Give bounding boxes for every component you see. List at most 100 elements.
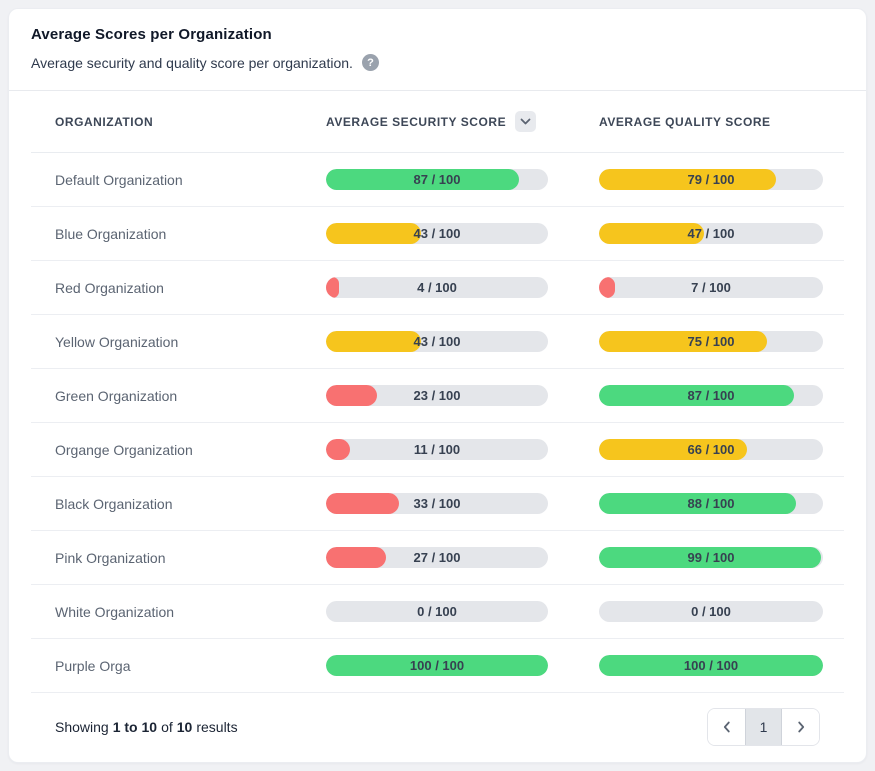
summary-suffix: results: [196, 719, 237, 735]
score-bar-label: 43 / 100: [326, 331, 548, 352]
security-score-cell: 4 / 100: [326, 277, 599, 298]
table-row: White Organization 0 / 100 0 / 100: [31, 585, 844, 639]
quality-score-bar: 7 / 100: [599, 277, 823, 298]
page-title: Average Scores per Organization: [31, 26, 844, 43]
table-header-row: Organization Average Security Score Aver…: [31, 91, 844, 153]
score-bar-label: 75 / 100: [599, 331, 823, 352]
organization-name: Default Organization: [31, 172, 326, 188]
score-bar-label: 87 / 100: [326, 169, 548, 190]
help-icon[interactable]: ?: [362, 54, 379, 71]
organization-name: Yellow Organization: [31, 334, 326, 350]
security-score-bar: 33 / 100: [326, 493, 548, 514]
quality-score-bar: 87 / 100: [599, 385, 823, 406]
score-bar-label: 7 / 100: [599, 277, 823, 298]
summary-total: 10: [177, 719, 193, 735]
quality-score-cell: 0 / 100: [599, 601, 844, 622]
average-scores-card: Average Scores per Organization Average …: [8, 8, 867, 763]
organization-name: Pink Organization: [31, 550, 326, 566]
chevron-down-icon: [520, 118, 531, 125]
quality-score-bar: 79 / 100: [599, 169, 823, 190]
security-score-bar: 0 / 100: [326, 601, 548, 622]
security-score-bar: 43 / 100: [326, 331, 548, 352]
quality-score-cell: 87 / 100: [599, 385, 844, 406]
security-score-bar: 27 / 100: [326, 547, 548, 568]
quality-score-cell: 75 / 100: [599, 331, 844, 352]
column-header-security-label: Average Security Score: [326, 115, 506, 129]
security-score-cell: 23 / 100: [326, 385, 599, 406]
security-score-bar: 11 / 100: [326, 439, 548, 460]
scores-table: Organization Average Security Score Aver…: [31, 91, 844, 762]
quality-score-cell: 88 / 100: [599, 493, 844, 514]
table-row: Pink Organization 27 / 100 99 / 100: [31, 531, 844, 585]
quality-score-bar: 75 / 100: [599, 331, 823, 352]
summary-of: of: [161, 719, 173, 735]
score-bar-label: 66 / 100: [599, 439, 823, 460]
score-bar-label: 79 / 100: [599, 169, 823, 190]
chevron-right-icon: [797, 721, 805, 733]
score-bar-label: 47 / 100: [599, 223, 823, 244]
score-bar-label: 99 / 100: [599, 547, 823, 568]
score-bar-label: 23 / 100: [326, 385, 548, 406]
security-score-cell: 43 / 100: [326, 331, 599, 352]
quality-score-bar: 99 / 100: [599, 547, 823, 568]
security-score-cell: 100 / 100: [326, 655, 599, 676]
summary-prefix: Showing: [55, 719, 109, 735]
organization-name: Blue Organization: [31, 226, 326, 242]
quality-score-cell: 7 / 100: [599, 277, 844, 298]
security-score-bar: 43 / 100: [326, 223, 548, 244]
score-bar-label: 0 / 100: [326, 601, 548, 622]
results-summary: Showing 1 to 10 of 10 results: [55, 719, 238, 735]
table-body: Default Organization 87 / 100 79 / 100 B…: [31, 153, 844, 693]
quality-score-bar: 100 / 100: [599, 655, 823, 676]
card-header: Average Scores per Organization Average …: [9, 9, 866, 91]
quality-score-bar: 47 / 100: [599, 223, 823, 244]
summary-range: 1 to 10: [113, 719, 157, 735]
security-score-cell: 27 / 100: [326, 547, 599, 568]
quality-score-bar: 66 / 100: [599, 439, 823, 460]
table-row: Default Organization 87 / 100 79 / 100: [31, 153, 844, 207]
table-row: Green Organization 23 / 100 87 / 100: [31, 369, 844, 423]
score-bar-label: 4 / 100: [326, 277, 548, 298]
sort-chevron-button[interactable]: [515, 111, 536, 132]
organization-name: Red Organization: [31, 280, 326, 296]
security-score-cell: 33 / 100: [326, 493, 599, 514]
quality-score-bar: 88 / 100: [599, 493, 823, 514]
next-page-button[interactable]: [782, 709, 819, 745]
table-row: Organge Organization 11 / 100 66 / 100: [31, 423, 844, 477]
score-bar-label: 0 / 100: [599, 601, 823, 622]
score-bar-label: 88 / 100: [599, 493, 823, 514]
previous-page-button[interactable]: [708, 709, 745, 745]
security-score-bar: 100 / 100: [326, 655, 548, 676]
organization-name: White Organization: [31, 604, 326, 620]
score-bar-label: 43 / 100: [326, 223, 548, 244]
security-score-bar: 87 / 100: [326, 169, 548, 190]
pagination: 1: [707, 708, 820, 746]
score-bar-label: 100 / 100: [326, 655, 548, 676]
score-bar-label: 87 / 100: [599, 385, 823, 406]
score-bar-label: 100 / 100: [599, 655, 823, 676]
column-header-security[interactable]: Average Security Score: [326, 111, 599, 132]
table-row: Yellow Organization 43 / 100 75 / 100: [31, 315, 844, 369]
table-row: Black Organization 33 / 100 88 / 100: [31, 477, 844, 531]
quality-score-cell: 47 / 100: [599, 223, 844, 244]
security-score-cell: 0 / 100: [326, 601, 599, 622]
organization-name: Black Organization: [31, 496, 326, 512]
quality-score-cell: 79 / 100: [599, 169, 844, 190]
security-score-cell: 11 / 100: [326, 439, 599, 460]
table-row: Blue Organization 43 / 100 47 / 100: [31, 207, 844, 261]
page-1-button[interactable]: 1: [745, 709, 782, 745]
quality-score-bar: 0 / 100: [599, 601, 823, 622]
score-bar-label: 27 / 100: [326, 547, 548, 568]
quality-score-cell: 99 / 100: [599, 547, 844, 568]
column-header-organization: Organization: [31, 115, 326, 129]
security-score-bar: 4 / 100: [326, 277, 548, 298]
column-header-quality: Average Quality Score: [599, 115, 844, 129]
chevron-left-icon: [723, 721, 731, 733]
score-bar-label: 33 / 100: [326, 493, 548, 514]
security-score-cell: 87 / 100: [326, 169, 599, 190]
security-score-cell: 43 / 100: [326, 223, 599, 244]
quality-score-cell: 66 / 100: [599, 439, 844, 460]
card-subtitle: Average security and quality score per o…: [31, 55, 353, 71]
table-row: Purple Orga 100 / 100 100 / 100: [31, 639, 844, 693]
quality-score-cell: 100 / 100: [599, 655, 844, 676]
